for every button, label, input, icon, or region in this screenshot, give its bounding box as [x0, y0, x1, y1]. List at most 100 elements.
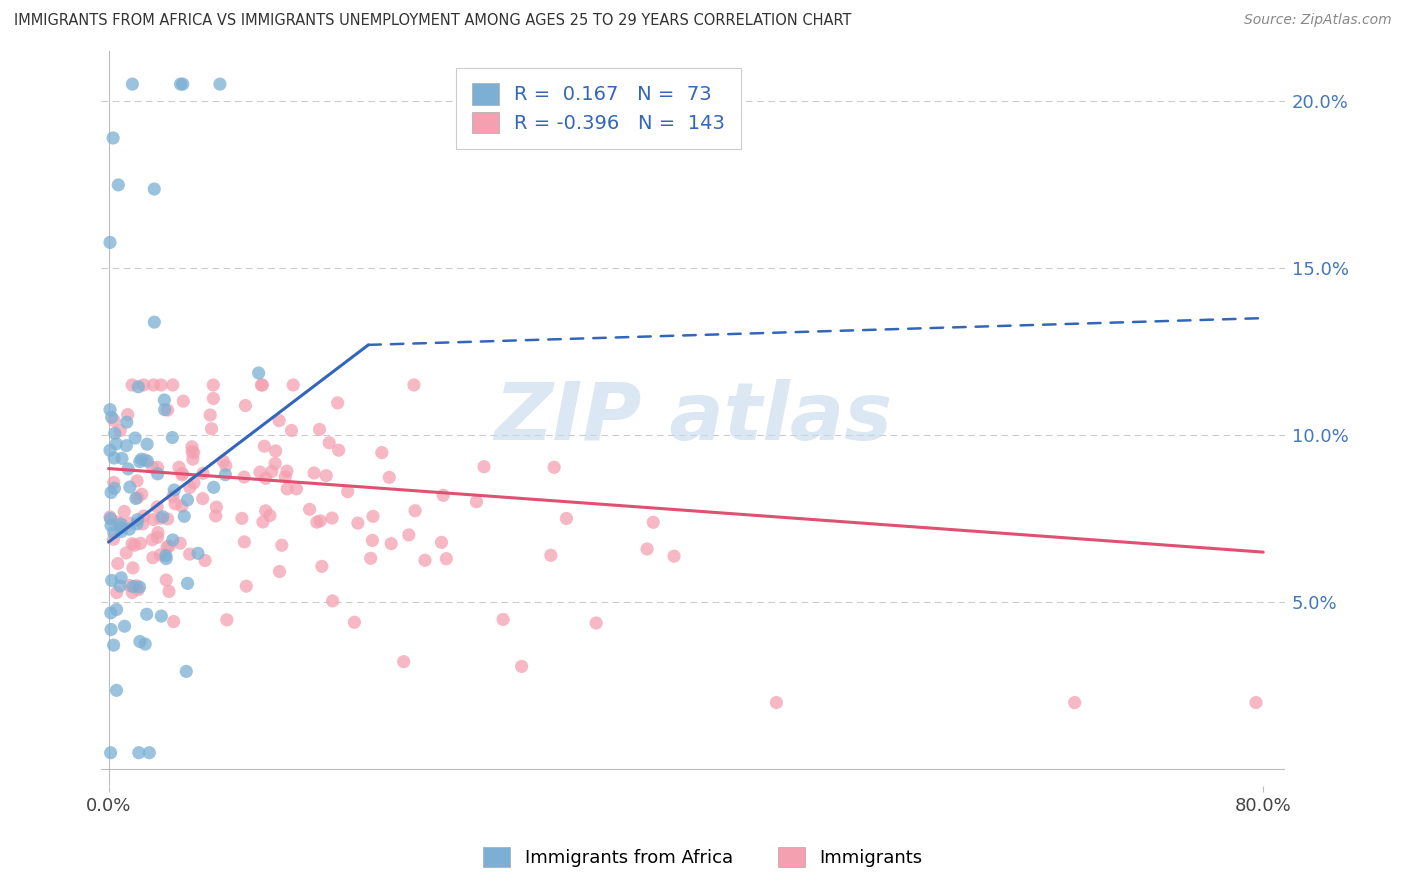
- Point: [125, 579, 148, 593]
- Point: [157, 584, 180, 599]
- Point: [253, 439, 276, 453]
- Point: [276, 482, 298, 496]
- Point: [138, 746, 160, 760]
- Point: [162, 378, 184, 392]
- Point: [162, 533, 184, 547]
- Point: [149, 548, 172, 562]
- Point: [336, 484, 359, 499]
- Point: [200, 422, 222, 436]
- Point: [269, 414, 291, 428]
- Point: [585, 615, 607, 630]
- Point: [146, 525, 169, 540]
- Point: [150, 378, 173, 392]
- Point: [172, 394, 194, 409]
- Point: [156, 512, 179, 526]
- Point: [103, 638, 125, 652]
- Point: [432, 488, 454, 502]
- Point: [104, 426, 127, 441]
- Point: [115, 439, 138, 453]
- Point: [131, 516, 153, 531]
- Point: [252, 378, 274, 392]
- Point: [198, 408, 221, 422]
- Point: [174, 665, 197, 679]
- Point: [194, 553, 217, 567]
- Point: [269, 565, 291, 579]
- Point: [380, 536, 402, 550]
- Point: [132, 508, 155, 523]
- Point: [98, 402, 121, 417]
- Point: [155, 573, 177, 587]
- Point: [172, 77, 194, 91]
- Point: [643, 516, 665, 530]
- Point: [101, 131, 124, 145]
- Point: [311, 559, 333, 574]
- Point: [127, 380, 149, 394]
- Point: [124, 538, 146, 552]
- Point: [98, 510, 121, 524]
- Text: Source: ZipAtlas.com: Source: ZipAtlas.com: [1244, 13, 1392, 28]
- Point: [231, 511, 253, 525]
- Point: [105, 683, 128, 698]
- Legend: R =  0.167   N =  73, R = -0.396   N =  143: R = 0.167 N = 73, R = -0.396 N = 143: [456, 68, 741, 149]
- Point: [146, 530, 169, 544]
- Point: [264, 444, 287, 458]
- Point: [636, 541, 658, 556]
- Point: [100, 574, 122, 588]
- Point: [309, 514, 332, 528]
- Point: [1063, 696, 1085, 710]
- Point: [105, 602, 128, 616]
- Point: [121, 77, 143, 91]
- Point: [108, 424, 131, 438]
- Point: [114, 619, 136, 633]
- Point: [142, 550, 165, 565]
- Point: [98, 235, 121, 250]
- Point: [134, 453, 156, 467]
- Point: [100, 623, 122, 637]
- Point: [142, 512, 165, 526]
- Point: [540, 549, 562, 563]
- Point: [110, 516, 132, 531]
- Point: [378, 470, 401, 484]
- Point: [167, 460, 190, 475]
- Point: [153, 402, 176, 417]
- Point: [543, 460, 565, 475]
- Point: [260, 465, 283, 479]
- Point: [131, 452, 153, 467]
- Point: [202, 392, 225, 406]
- Point: [122, 580, 145, 594]
- Point: [127, 582, 149, 597]
- Point: [107, 178, 129, 192]
- Point: [100, 606, 122, 620]
- Point: [169, 536, 191, 550]
- Point: [100, 485, 122, 500]
- Point: [121, 378, 143, 392]
- Point: [127, 491, 149, 505]
- Point: [285, 482, 308, 496]
- Point: [371, 445, 394, 459]
- Point: [662, 549, 685, 564]
- Point: [156, 403, 179, 417]
- Point: [510, 659, 533, 673]
- Point: [315, 468, 337, 483]
- Point: [162, 430, 184, 444]
- Point: [111, 451, 134, 466]
- Point: [181, 452, 204, 467]
- Point: [322, 594, 344, 608]
- Point: [143, 182, 166, 196]
- Point: [100, 511, 122, 525]
- Point: [125, 474, 148, 488]
- Point: [361, 509, 384, 524]
- Point: [264, 457, 287, 471]
- Point: [173, 509, 195, 524]
- Point: [131, 487, 153, 501]
- Point: [326, 396, 349, 410]
- Point: [276, 464, 298, 478]
- Point: [153, 392, 176, 407]
- Point: [100, 518, 122, 533]
- Point: [181, 444, 204, 458]
- Point: [115, 415, 138, 429]
- Point: [103, 481, 125, 495]
- Point: [1244, 696, 1267, 710]
- Point: [146, 467, 169, 481]
- Point: [208, 77, 231, 91]
